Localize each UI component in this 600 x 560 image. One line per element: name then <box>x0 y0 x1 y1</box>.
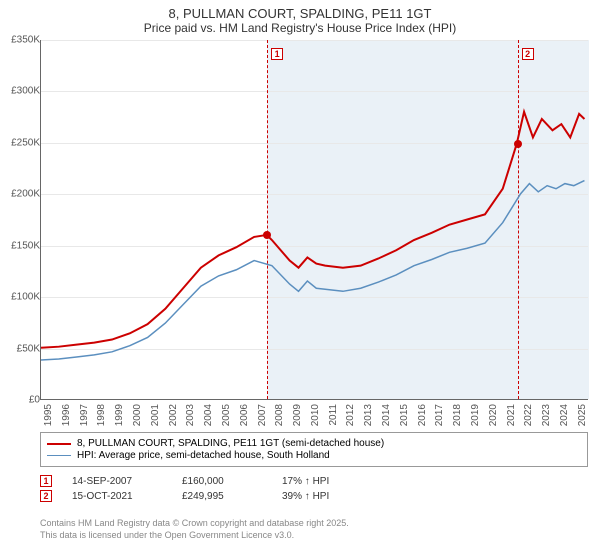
legend-swatch <box>47 455 71 457</box>
annotation-date: 15-OCT-2021 <box>72 491 162 502</box>
y-axis-tick: £300K <box>0 86 40 97</box>
x-axis-tick: 1998 <box>96 404 107 426</box>
chart-container: { "title": { "line1": "8, PULLMAN COURT,… <box>0 0 600 560</box>
x-axis-tick: 2017 <box>434 404 445 426</box>
annotation-price: £160,000 <box>182 476 262 487</box>
annotation-marker: 2 <box>40 490 52 502</box>
x-axis-tick: 2001 <box>150 404 161 426</box>
annotation-date: 14-SEP-2007 <box>72 476 162 487</box>
footer-line1: Contains HM Land Registry data © Crown c… <box>40 518 349 530</box>
y-axis-tick: £100K <box>0 292 40 303</box>
y-axis-tick: £0 <box>0 395 40 406</box>
x-axis-tick: 2010 <box>310 404 321 426</box>
x-axis-tick: 1997 <box>79 404 90 426</box>
x-axis-tick: 1999 <box>114 404 125 426</box>
series-hpi <box>41 181 584 361</box>
annotation-price: £249,995 <box>182 491 262 502</box>
annotation-row: 2 15-OCT-2021 £249,995 39% ↑ HPI <box>40 490 329 502</box>
legend-label: 8, PULLMAN COURT, SPALDING, PE11 1GT (se… <box>77 438 384 449</box>
x-axis-tick: 2013 <box>363 404 374 426</box>
x-axis-tick: 2023 <box>541 404 552 426</box>
legend-swatch <box>47 443 71 445</box>
y-axis-tick: £200K <box>0 189 40 200</box>
legend-item: 8, PULLMAN COURT, SPALDING, PE11 1GT (se… <box>47 438 581 449</box>
chart-title-line2: Price paid vs. HM Land Registry's House … <box>0 21 600 35</box>
x-axis-tick: 2012 <box>345 404 356 426</box>
footer-line2: This data is licensed under the Open Gov… <box>40 530 349 542</box>
x-axis-tick: 2003 <box>185 404 196 426</box>
footer-attribution: Contains HM Land Registry data © Crown c… <box>40 518 349 541</box>
y-axis-tick: £50K <box>0 343 40 354</box>
x-axis-tick: 2007 <box>257 404 268 426</box>
x-axis-tick: 2025 <box>577 404 588 426</box>
annotation-delta: 17% ↑ HPI <box>282 476 329 487</box>
x-axis-tick: 1995 <box>43 404 54 426</box>
x-axis-tick: 2004 <box>203 404 214 426</box>
y-axis-tick: £250K <box>0 137 40 148</box>
annotation-marker: 1 <box>40 475 52 487</box>
legend-item: HPI: Average price, semi-detached house,… <box>47 450 581 461</box>
series-price_paid <box>41 112 584 348</box>
x-axis-tick: 2016 <box>417 404 428 426</box>
x-axis-tick: 2000 <box>132 404 143 426</box>
x-axis-tick: 2014 <box>381 404 392 426</box>
x-axis-tick: 2011 <box>328 404 339 426</box>
x-axis-tick: 2021 <box>506 404 517 426</box>
annotation-table: 1 14-SEP-2007 £160,000 17% ↑ HPI 2 15-OC… <box>40 472 329 505</box>
y-axis-tick: £350K <box>0 35 40 46</box>
x-axis-tick: 2015 <box>399 404 410 426</box>
x-axis-tick: 2022 <box>523 404 534 426</box>
annotation-row: 1 14-SEP-2007 £160,000 17% ↑ HPI <box>40 475 329 487</box>
y-axis-tick: £150K <box>0 240 40 251</box>
chart-title-line1: 8, PULLMAN COURT, SPALDING, PE11 1GT <box>0 6 600 21</box>
x-axis-tick: 2020 <box>488 404 499 426</box>
legend-label: HPI: Average price, semi-detached house,… <box>77 450 330 461</box>
x-axis-tick: 2002 <box>168 404 179 426</box>
x-axis-tick: 2006 <box>239 404 250 426</box>
x-axis-tick: 2009 <box>292 404 303 426</box>
x-axis-tick: 1996 <box>61 404 72 426</box>
x-axis-tick: 2024 <box>559 404 570 426</box>
x-axis-tick: 2019 <box>470 404 481 426</box>
legend: 8, PULLMAN COURT, SPALDING, PE11 1GT (se… <box>40 432 588 467</box>
plot-area: 12 <box>40 40 588 400</box>
x-axis-tick: 2008 <box>274 404 285 426</box>
x-axis-tick: 2005 <box>221 404 232 426</box>
x-axis-tick: 2018 <box>452 404 463 426</box>
annotation-delta: 39% ↑ HPI <box>282 491 329 502</box>
chart-title-block: 8, PULLMAN COURT, SPALDING, PE11 1GT Pri… <box>0 0 600 37</box>
